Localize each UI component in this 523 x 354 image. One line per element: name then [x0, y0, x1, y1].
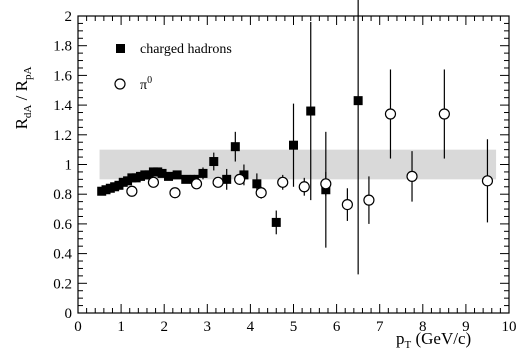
data-point-pi0	[298, 181, 310, 193]
legend-label-pi0-main: π	[140, 78, 147, 93]
x-axis-title-unit: (GeV/c)	[411, 329, 471, 348]
data-point-pi0	[147, 176, 160, 188]
data-point-pi0	[126, 185, 138, 197]
data-point-charged-hadron	[306, 106, 316, 116]
x-tick-label: 6	[333, 319, 341, 335]
data-point-pi0	[320, 178, 332, 190]
data-point-pi0	[438, 108, 450, 120]
x-tick-label: 7	[376, 319, 384, 335]
data-point-charged-hadron	[230, 142, 240, 152]
y-tick-label: 2	[65, 9, 73, 25]
data-point-charged-hadron	[157, 168, 167, 178]
y-tick-label: 0	[65, 306, 73, 322]
data-point-pi0	[255, 187, 267, 199]
data-point-charged-hadron	[164, 171, 174, 181]
y-axis-title-sub2: pA	[22, 67, 34, 81]
data-point-charged-hadron	[222, 174, 232, 184]
marker-layer	[97, 96, 494, 227]
x-axis-title-sub: T	[405, 339, 412, 351]
y-tick-label: 0.4	[53, 247, 72, 263]
data-point-charged-hadron	[252, 179, 262, 189]
y-tick-label: 0.8	[53, 187, 72, 203]
y-tick-label: 1	[65, 158, 73, 174]
x-axis-title-main: p	[396, 329, 405, 348]
data-point-charged-hadron	[289, 140, 298, 150]
data-point-pi0	[212, 176, 224, 188]
y-axis-title: RdA / RpA	[12, 67, 34, 130]
data-point-charged-hadron	[353, 96, 363, 106]
data-point-charged-hadron	[321, 185, 331, 195]
data-point-pi0	[481, 175, 494, 187]
x-tick-label: 5	[290, 319, 298, 335]
data-point-pi0	[384, 108, 397, 120]
legend-label-charged-hadrons: charged hadrons	[140, 42, 232, 57]
x-tick-label: 1	[117, 319, 125, 335]
data-point-pi0	[190, 178, 203, 190]
legend: charged hadrons π0	[114, 42, 232, 93]
data-point-pi0	[406, 170, 418, 182]
legend-marker-pi0	[114, 78, 126, 90]
x-tick-label: 3	[204, 319, 212, 335]
y-axis-title-sub1: dA	[22, 105, 34, 119]
data-point-charged-hadron	[239, 170, 249, 180]
y-axis-title-mid: / R	[12, 79, 31, 104]
data-point-charged-hadron	[172, 170, 182, 180]
x-tick-label: 2	[160, 319, 168, 335]
y-tick-label: 1.8	[53, 39, 72, 55]
x-tick-label: 4	[247, 319, 255, 335]
legend-label-pi0: π0	[140, 75, 152, 93]
y-tick-label: 1.2	[53, 128, 72, 144]
data-point-charged-hadron	[209, 157, 219, 167]
x-axis-title: pT (GeV/c)	[396, 329, 471, 351]
tick-labels: 0 1 2 3 4 5 6 7 8 9 10 0 0.2 0.4 0.6 0.8 1 1.2 1.4 1.6 1.8 2	[53, 9, 516, 335]
x-tick-label: 10	[502, 319, 517, 335]
y-tick-label: 1.6	[53, 68, 72, 84]
y-tick-label: 1.4	[53, 98, 72, 114]
axis-ticks	[77, 15, 510, 314]
data-point-pi0	[169, 187, 181, 199]
y-tick-label: 0.6	[53, 217, 72, 233]
data-point-charged-hadron	[271, 217, 281, 227]
x-tick-label: 8	[419, 319, 427, 335]
data-point-pi0	[363, 194, 375, 206]
x-tick-label: 9	[462, 319, 470, 335]
data-point-charged-hadron	[198, 168, 208, 178]
data-point-pi0	[341, 198, 353, 211]
y-axis-title-main: R	[12, 117, 31, 129]
legend-label-pi0-sup: 0	[147, 75, 152, 86]
data-point-pi0	[234, 173, 246, 185]
data-point-pi0	[277, 176, 289, 188]
legend-marker-charged-hadrons	[116, 44, 125, 53]
y-tick-label: 0.2	[53, 276, 72, 292]
x-tick-label: 0	[74, 319, 82, 335]
data-point-charged-hadron	[181, 174, 191, 184]
